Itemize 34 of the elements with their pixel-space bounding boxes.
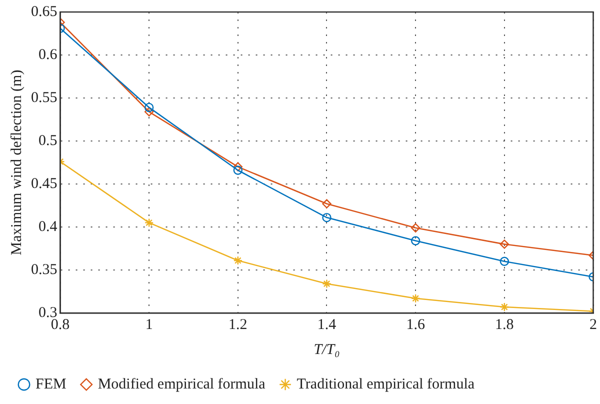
point [410,294,420,303]
point [322,199,332,208]
point [144,107,154,116]
x-tick-label: 1.6 [406,316,426,333]
y-tick-label: 0.6 [38,46,58,63]
x-tick-label: 1.2 [228,316,248,333]
point [410,236,420,246]
legend-label: Traditional empirical formula [296,376,475,392]
point [322,212,332,222]
x-axis-title: T/T₀ [314,342,340,358]
x-tick-label: 1 [145,316,153,333]
y-tick-label: 0.45 [31,176,58,192]
point [144,102,154,112]
legend-label: Modified empirical formula [98,376,266,392]
x-tick-label: 1.8 [495,316,514,333]
point [233,256,243,266]
y-tick-label: 0.35 [31,262,58,278]
point [233,162,243,172]
x-tick-label: 1.4 [317,316,337,333]
x-tick-label: 0.8 [50,316,70,333]
y-tick-label: 0.5 [38,132,58,149]
point [500,302,510,312]
point [500,256,510,266]
legend-label: FEM [36,376,66,392]
point [322,279,332,288]
point [233,166,243,175]
x-tick-label: 2 [590,316,597,333]
y-tick-label: 0.55 [31,90,58,106]
y-tick-label: 0.65 [31,4,58,20]
point [410,223,420,232]
point [144,218,154,228]
y-axis-title: Maximum wind deflection (m) [8,70,25,256]
y-tick-label: 0.4 [38,218,58,235]
point [500,240,510,249]
